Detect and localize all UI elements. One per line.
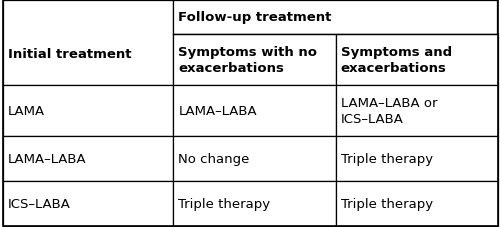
Text: LAMA–LABA or
ICS–LABA: LAMA–LABA or ICS–LABA xyxy=(340,97,437,126)
Text: Symptoms and
exacerbations: Symptoms and exacerbations xyxy=(340,46,452,74)
Text: Triple therapy: Triple therapy xyxy=(178,197,270,210)
Text: LAMA–LABA: LAMA–LABA xyxy=(178,105,257,118)
Bar xyxy=(336,35,498,86)
Bar xyxy=(2,181,173,226)
Text: Follow-up treatment: Follow-up treatment xyxy=(178,11,332,24)
Text: Symptoms with no
exacerbations: Symptoms with no exacerbations xyxy=(178,46,318,74)
Text: LAMA: LAMA xyxy=(8,105,44,118)
Bar xyxy=(174,86,336,137)
Bar xyxy=(336,86,498,137)
Text: No change: No change xyxy=(178,153,250,165)
Text: Triple therapy: Triple therapy xyxy=(340,197,433,210)
Bar xyxy=(2,86,173,137)
Text: LAMA–LABA: LAMA–LABA xyxy=(8,153,86,165)
Bar xyxy=(174,1,498,35)
Bar xyxy=(174,181,336,226)
Text: ICS–LABA: ICS–LABA xyxy=(8,197,70,210)
Bar xyxy=(174,137,336,181)
Bar xyxy=(174,35,336,86)
Text: Triple therapy: Triple therapy xyxy=(340,153,433,165)
Bar xyxy=(2,137,173,181)
Bar xyxy=(336,137,498,181)
Bar xyxy=(2,1,173,86)
Bar xyxy=(336,181,498,226)
Text: Initial treatment: Initial treatment xyxy=(8,47,131,60)
